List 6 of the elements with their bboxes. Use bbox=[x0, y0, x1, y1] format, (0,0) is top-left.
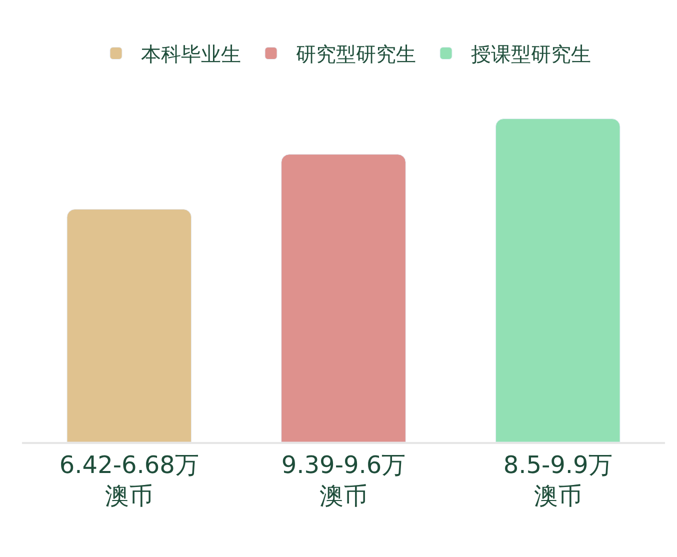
x-tick-label: 6.42-6.68万澳币 bbox=[59, 450, 199, 510]
x-tick-label: 8.5-9.9万澳币 bbox=[503, 450, 612, 510]
x-tick-label: 9.39-9.6万澳币 bbox=[281, 450, 406, 510]
legend-label: 研究型研究生 bbox=[296, 42, 416, 66]
legend-label: 本科毕业生 bbox=[141, 42, 241, 66]
legend-label: 授课型研究生 bbox=[471, 42, 591, 66]
